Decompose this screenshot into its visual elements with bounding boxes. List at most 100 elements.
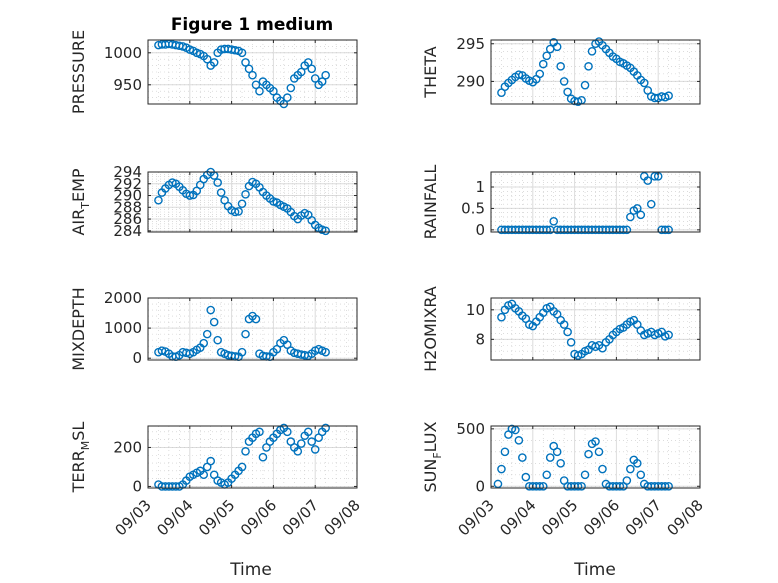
y-axis-label: SUNFLUX xyxy=(421,421,444,492)
data-point xyxy=(650,171,660,181)
data-point xyxy=(251,80,261,90)
data-point xyxy=(216,188,226,197)
data-point xyxy=(622,476,632,485)
y-tick-label: 0.5 xyxy=(461,199,485,217)
data-point xyxy=(535,481,545,491)
series-markers xyxy=(154,167,330,236)
series-markers xyxy=(154,39,330,109)
data-point xyxy=(664,330,673,340)
y-tick-label: 1000 xyxy=(104,44,142,62)
y-axis-label-main: TERR xyxy=(69,450,88,493)
data-point xyxy=(258,452,268,462)
data-point xyxy=(296,67,306,77)
data-point xyxy=(584,449,593,459)
data-point xyxy=(209,317,219,327)
data-point xyxy=(241,447,250,456)
data-point xyxy=(559,77,569,86)
data-point xyxy=(535,69,545,79)
data-point xyxy=(633,204,642,213)
data-point xyxy=(237,199,247,209)
data-point xyxy=(286,83,296,93)
y-axis-label-rest: LUX xyxy=(421,421,440,452)
x-tick-label: 09/06 xyxy=(580,496,623,539)
axes-box xyxy=(147,297,358,361)
y-axis-label-main: SUN xyxy=(421,459,440,493)
data-point xyxy=(199,338,209,348)
data-point xyxy=(542,470,552,480)
data-point xyxy=(643,176,653,185)
y-tick-label: 8 xyxy=(475,330,485,348)
y-tick-label: 295 xyxy=(456,35,485,53)
data-point xyxy=(202,329,212,339)
subplot-mixdepth: 0 1000 2000 MIXDEPTH xyxy=(69,287,358,371)
data-point xyxy=(619,225,628,235)
x-tick-label: 09/06 xyxy=(237,496,280,539)
data-point xyxy=(321,226,330,236)
axes-box xyxy=(490,425,701,489)
axes-box xyxy=(490,297,701,361)
y-tick-label: 2000 xyxy=(104,289,142,307)
data-point xyxy=(580,470,590,480)
data-point xyxy=(307,437,317,446)
data-point xyxy=(633,459,642,468)
data-point xyxy=(310,74,320,83)
data-point xyxy=(244,64,254,74)
data-point xyxy=(230,207,240,217)
data-point xyxy=(660,225,670,235)
y-tick-label: 10 xyxy=(466,301,485,319)
data-point xyxy=(556,459,565,468)
data-point xyxy=(202,54,212,64)
subplot-pressure: 950 1000 PRESSURE xyxy=(69,30,358,114)
y-axis-label: H2OMIXRA xyxy=(421,286,440,372)
y-tick-label: 1 xyxy=(475,178,485,196)
y-tick-label: 0 xyxy=(475,221,485,239)
data-point xyxy=(251,314,261,324)
data-point xyxy=(307,64,317,74)
y-axis-label-subscript: M xyxy=(79,441,92,451)
data-point xyxy=(664,225,673,235)
data-point xyxy=(497,464,506,474)
data-point xyxy=(594,447,604,457)
data-point xyxy=(310,445,320,454)
data-point xyxy=(303,427,313,437)
grid xyxy=(148,171,357,232)
data-point xyxy=(584,62,593,71)
data-point xyxy=(636,470,646,480)
subplot-theta: 290 295 THETA xyxy=(421,35,701,107)
x-tick-label: 09/08 xyxy=(664,496,707,539)
data-point xyxy=(549,216,559,226)
data-point xyxy=(321,347,330,357)
y-tick-label: 292 xyxy=(113,175,142,193)
data-point xyxy=(283,93,292,102)
data-point xyxy=(622,225,632,235)
x-axis-label-right: Time xyxy=(573,560,616,580)
data-point xyxy=(646,199,656,209)
data-point xyxy=(636,210,646,220)
x-tick-label: 09/05 xyxy=(538,496,581,539)
data-point xyxy=(626,212,635,222)
data-point xyxy=(552,42,562,52)
y-axis-label-rest: EMP xyxy=(69,168,88,202)
data-point xyxy=(591,437,600,446)
y-axis-label: THETA xyxy=(421,46,440,98)
data-point xyxy=(664,91,673,101)
data-point xyxy=(199,470,209,480)
data-point xyxy=(598,464,607,474)
data-point xyxy=(545,453,555,462)
data-point xyxy=(497,312,506,322)
x-tick-label: 09/05 xyxy=(195,496,238,539)
x-tick-label: 09/08 xyxy=(321,496,364,539)
x-tick-label: 09/03 xyxy=(112,496,155,539)
data-point xyxy=(237,347,247,357)
data-point xyxy=(552,447,562,457)
data-point xyxy=(303,58,313,67)
data-point xyxy=(206,305,215,315)
data-point xyxy=(580,80,590,90)
axes-box xyxy=(490,171,701,233)
data-point xyxy=(563,327,572,337)
x-tick-label: 09/04 xyxy=(153,496,196,539)
data-point xyxy=(559,320,569,329)
